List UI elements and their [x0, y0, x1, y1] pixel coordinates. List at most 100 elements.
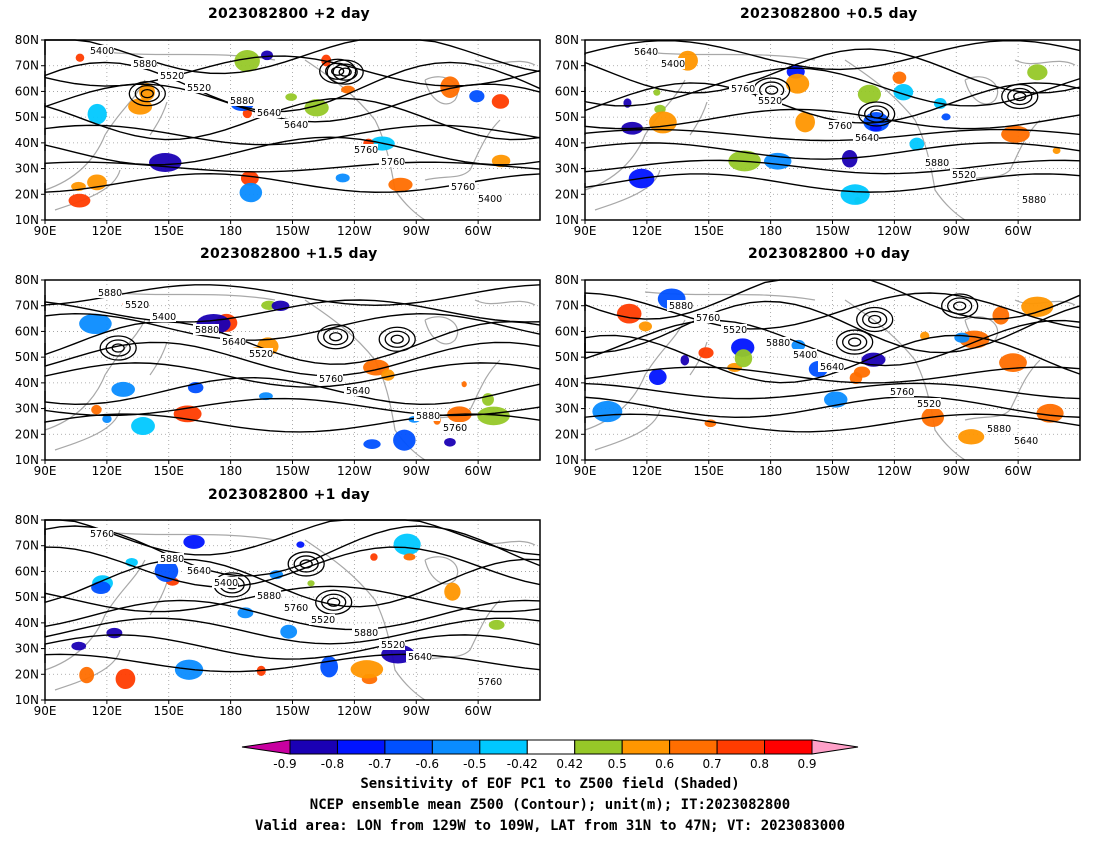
sensitivity-shading [91, 404, 102, 415]
colorbar-label: -0.42 [507, 757, 538, 771]
contour-label: 5760 [354, 145, 378, 156]
map-panel: 54005520564055205640576057605880588080N7… [555, 33, 1081, 238]
height-contour [332, 63, 358, 81]
sensitivity-shading [649, 111, 677, 134]
map-plot-area: 5400552056405760564057605520576058805880… [15, 513, 541, 718]
height-contour [584, 173, 1081, 193]
contour-label-bg [123, 299, 149, 310]
sensitivity-shading [102, 414, 112, 424]
contour-label-bg [923, 157, 949, 168]
sensitivity-shading [840, 184, 870, 205]
contour-label: 5520 [758, 96, 782, 107]
height-contour [584, 319, 1081, 367]
contour-label: 5520 [952, 170, 976, 181]
contour-label-bg [379, 156, 405, 167]
colorbar-segment [479, 739, 528, 755]
contour-label-bg [667, 300, 693, 311]
sensitivity-shading [734, 349, 753, 368]
coastline [424, 316, 459, 345]
sensitivity-shading [857, 84, 881, 104]
coastline [844, 59, 966, 221]
lon-label: 150E [154, 224, 185, 238]
lon-label: 90W [403, 464, 430, 478]
sensitivity-shading [680, 354, 690, 366]
colorbar-label: 0.7 [703, 757, 722, 771]
height-contour [584, 159, 1081, 175]
sensitivity-shading [941, 113, 951, 121]
colorbar-segment [384, 739, 433, 755]
sensitivity-shading [128, 98, 153, 115]
contour-label-bg [721, 324, 747, 335]
height-contour [44, 299, 541, 323]
sensitivity-shading [653, 89, 661, 96]
height-contour [44, 97, 541, 141]
lat-label: 40N [15, 136, 39, 150]
height-contour [44, 585, 541, 613]
lon-label: 90E [574, 464, 597, 478]
lon-label: 90E [34, 464, 57, 478]
coastline [149, 101, 168, 136]
sensitivity-shading [1036, 403, 1064, 423]
height-contour [1013, 91, 1027, 102]
coastline [424, 556, 459, 585]
sensitivity-shading [785, 73, 810, 94]
contour-label-bg [791, 349, 817, 360]
contour-label: 5880 [1022, 195, 1046, 206]
sensitivity-shading [958, 429, 985, 445]
contour-label-bg [158, 553, 184, 564]
contour-label-bg [158, 70, 184, 81]
height-contour [584, 128, 1081, 142]
sensitivity-shading [296, 541, 305, 548]
colorbar-label: -0.6 [416, 757, 439, 771]
panel-title: 2023082800 +0 day [748, 246, 910, 262]
contour-label: 5400 [214, 578, 238, 589]
sensitivity-shading [1021, 296, 1054, 317]
contour-label-bg [632, 46, 658, 57]
sensitivity-shading [403, 553, 416, 561]
contour-label: 5760 [451, 182, 475, 193]
contour-label: 5640 [257, 108, 281, 119]
contour-label: 5760 [696, 313, 720, 324]
lon-label: 90W [943, 224, 970, 238]
height-contour [44, 320, 541, 365]
lon-label: 180 [759, 224, 782, 238]
contour-label: 5640 [187, 566, 211, 577]
contour-label-bg [756, 95, 782, 106]
height-contour [836, 329, 874, 355]
lat-label: 50N [15, 110, 39, 124]
coastline [44, 79, 146, 191]
contour-label: 5760 [284, 603, 308, 614]
height-contour [44, 362, 541, 388]
height-contour [44, 161, 541, 173]
height-contour [44, 377, 541, 405]
sensitivity-shading [111, 381, 135, 397]
height-contour [864, 105, 890, 123]
height-contour [584, 396, 1081, 418]
contour-label: 5640 [408, 652, 432, 663]
height-contour [44, 397, 541, 417]
contour-label-bg [853, 132, 879, 143]
contour-label: 5760 [828, 121, 852, 132]
height-contour [584, 82, 1081, 124]
lat-label: 50N [555, 350, 579, 364]
lat-label: 60N [15, 84, 39, 98]
lat-label: 30N [555, 162, 579, 176]
sensitivity-shading [148, 153, 182, 172]
height-contour [317, 324, 355, 350]
map-plot-area: 54005520564055205640576057605880588080N7… [555, 33, 1081, 238]
height-contour [870, 109, 884, 119]
sensitivity-shading [71, 641, 87, 651]
coastline [54, 649, 121, 691]
contour-label-bg [317, 373, 343, 384]
height-contour [105, 339, 131, 357]
height-contour [338, 67, 352, 77]
contour-label-bg [309, 614, 335, 625]
contour-label: 5880 [195, 325, 219, 336]
contour-label: 5520 [311, 615, 335, 626]
contour-label-bg [476, 193, 502, 204]
sensitivity-shading [393, 429, 416, 451]
height-contour [44, 653, 541, 673]
coastline [424, 119, 501, 181]
lat-label: 30N [15, 642, 39, 656]
contour-label: 5880 [416, 411, 440, 422]
